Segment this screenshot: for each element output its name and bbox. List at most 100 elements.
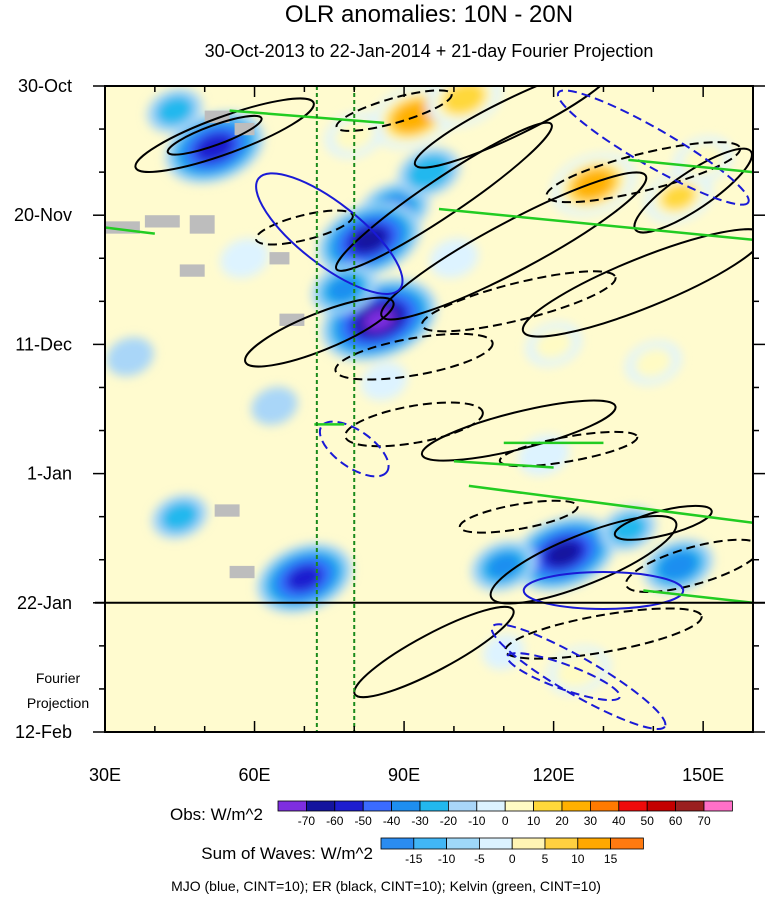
obs-colorbar-swatch xyxy=(419,800,449,812)
mjo-contour-neg xyxy=(490,623,667,730)
projection-note-line-1: Fourier xyxy=(36,670,81,686)
projection-note-line-2: Projection xyxy=(27,695,89,711)
er-contour-neg xyxy=(504,607,703,660)
waves-colorbar-swatch xyxy=(413,837,447,850)
er-contour-neg xyxy=(458,499,579,534)
er-contour-neg xyxy=(498,430,639,468)
obs-colorbar-tick-label: -50 xyxy=(355,814,373,828)
anomaly-contour-fill xyxy=(353,228,385,252)
obs-colorbar-tick-label: -20 xyxy=(440,814,458,828)
anomaly-feature xyxy=(311,263,377,315)
anomaly-feature xyxy=(429,238,479,279)
anomaly-feature xyxy=(361,362,408,401)
obs-colorbar-tick-label: -30 xyxy=(411,814,429,828)
anomaly-feature xyxy=(625,340,682,385)
missing-data-box xyxy=(269,252,290,265)
anomaly-feature xyxy=(251,386,298,425)
y-axis: 30-Oct 20-Nov 11-Dec 1-Jan 22-Jan 12-Feb xyxy=(14,76,765,742)
anomaly-contour-fill xyxy=(487,553,521,579)
er-contour-pos xyxy=(413,86,614,169)
obs-colorbar-tick-label: 70 xyxy=(697,814,711,828)
er-contour-pos xyxy=(521,228,753,338)
y-tick-label: 1-Jan xyxy=(27,464,72,484)
obs-colorbar-swatch xyxy=(504,800,535,812)
anomaly-feature xyxy=(220,238,269,279)
missing-data-box xyxy=(279,313,305,326)
chart-title: OLR anomalies: 10N - 20N xyxy=(285,1,573,28)
mjo-contour-pos xyxy=(522,571,685,610)
anomaly-contour-fill xyxy=(286,564,323,592)
anomaly-contour-fill xyxy=(634,347,673,379)
obs-colorbar-tick-label: -60 xyxy=(326,814,344,828)
mjo-contour-neg xyxy=(318,420,390,478)
x-tick-label: 120E xyxy=(533,765,575,785)
waves-colorbar-tick-label: 15 xyxy=(604,852,618,866)
x-tick-label: 150E xyxy=(682,765,724,785)
obs-colorbar-swatch xyxy=(703,800,733,812)
missing-data-box xyxy=(179,264,205,277)
mjo-contour-neg xyxy=(556,89,750,206)
obs-colorbar-tick-label: -40 xyxy=(383,814,401,828)
obs-colorbar-swatch xyxy=(476,800,506,812)
waves-colorbar-swatch xyxy=(446,837,480,850)
mjo-contour-neg xyxy=(506,652,621,702)
obs-colorbar-label: Obs: W/m^2 xyxy=(170,805,263,824)
waves-colorbar-tick-label: -5 xyxy=(474,852,485,866)
waves-colorbar-tick-label: -10 xyxy=(438,852,456,866)
y-tick-label: 20-Nov xyxy=(14,205,72,225)
anomaly-contour-fill xyxy=(659,551,698,581)
obs-colorbar-tick-label: 20 xyxy=(555,814,569,828)
anomaly-contour-fill xyxy=(251,386,298,425)
missing-data-box xyxy=(144,215,180,228)
anomaly-contour-fill xyxy=(106,337,154,377)
obs-colorbar-swatch xyxy=(646,800,677,812)
missing-data-layer xyxy=(105,110,305,579)
kelvin-contour xyxy=(229,109,385,125)
obs-colorbar-swatch xyxy=(277,800,307,812)
anomaly-feature xyxy=(643,539,714,593)
obs-colorbar-swatch xyxy=(447,800,478,812)
waves-colorbar-label: Sum of Waves: W/m^2 xyxy=(201,844,373,863)
er-contour-neg xyxy=(624,538,753,594)
reference-longitude-lines xyxy=(315,86,356,732)
obs-colorbar-tick-label: 40 xyxy=(612,814,626,828)
anomaly-feature xyxy=(644,170,713,223)
x-axis: 30E 60E 90E 120E 150E xyxy=(89,86,754,785)
x-tick-label: 90E xyxy=(388,765,420,785)
waves-colorbar-swatch xyxy=(610,837,644,850)
anomaly-contour-fill xyxy=(442,86,486,115)
kelvin-contour xyxy=(105,226,155,235)
obs-colorbar-tick-label: 60 xyxy=(669,814,683,828)
er-contour-pos xyxy=(489,514,678,605)
missing-data-box xyxy=(189,215,215,234)
kelvin-contour xyxy=(468,484,753,525)
waves-colorbar-tick-label: -15 xyxy=(405,852,423,866)
anomaly-contour-fill xyxy=(155,95,194,126)
waves-colorbar-swatch xyxy=(544,837,579,850)
waves-colorbar-tick-label: 5 xyxy=(542,852,549,866)
obs-colorbar-swatch xyxy=(391,800,421,812)
er-contour-pos xyxy=(380,171,648,321)
anomaly-contour-fill xyxy=(483,634,525,670)
anomaly-feature xyxy=(256,543,352,613)
obs-colorbar-tick-label: -10 xyxy=(468,814,486,828)
er-contour-pos xyxy=(134,97,315,173)
kelvin-wave-layer xyxy=(105,109,753,605)
obs-colorbar-tick-label: -70 xyxy=(298,814,316,828)
anomaly-feature xyxy=(483,634,525,670)
anomaly-contour-fill xyxy=(160,501,199,532)
obs-colorbar-tick-label: 30 xyxy=(584,814,598,828)
anomaly-feature xyxy=(106,337,154,377)
kelvin-contour xyxy=(643,589,753,605)
anomaly-feature xyxy=(471,540,537,592)
y-tick-label: 22-Jan xyxy=(17,593,72,613)
waves-colorbar-tick-label: 10 xyxy=(571,852,585,866)
plot-frame xyxy=(104,85,754,733)
waves-colorbar-swatch xyxy=(511,837,546,850)
anomaly-contour-fill xyxy=(327,276,361,302)
er-contour-pos xyxy=(633,147,753,234)
er-contour-pos xyxy=(353,605,515,699)
mjo-contour-pos xyxy=(255,172,404,295)
obs-colorbar: Obs: W/m^2 -70 -60 -50 -40 -30 -20 -10 0 10 20 30 4… xyxy=(170,800,733,828)
